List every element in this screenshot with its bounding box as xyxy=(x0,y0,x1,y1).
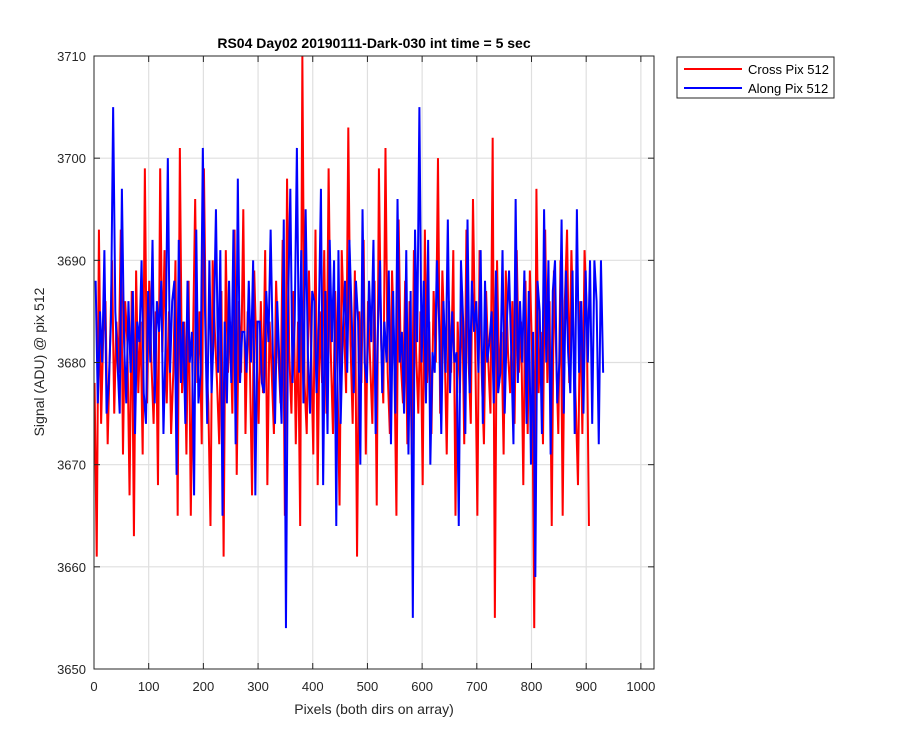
legend-label-cross: Cross Pix 512 xyxy=(748,62,829,77)
legend: Cross Pix 512 Along Pix 512 xyxy=(676,56,835,99)
series-layer xyxy=(93,55,605,629)
x-tick-label: 800 xyxy=(521,679,543,694)
x-tick-label: 0 xyxy=(90,679,97,694)
x-tick-label: 400 xyxy=(302,679,324,694)
legend-box xyxy=(676,56,835,99)
y-tick-label: 3680 xyxy=(57,356,86,371)
x-tick-label: 200 xyxy=(193,679,215,694)
y-tick-labels: 3650 3660 3670 3680 3690 3700 3710 xyxy=(57,49,86,677)
y-tick-label: 3690 xyxy=(57,253,86,268)
x-tick-label: 1000 xyxy=(626,679,655,694)
series-line-along-pix-512 xyxy=(94,107,605,629)
x-tick-label: 500 xyxy=(357,679,379,694)
axis-ticks xyxy=(93,55,654,670)
chart-title: RS04 Day02 20190111-Dark-030 int time = … xyxy=(217,35,530,51)
x-tick-label: 100 xyxy=(138,679,160,694)
legend-label-along: Along Pix 512 xyxy=(748,81,828,96)
y-tick-label: 3700 xyxy=(57,151,86,166)
x-tick-label: 300 xyxy=(247,679,269,694)
y-tick-label: 3710 xyxy=(57,49,86,64)
x-tick-label: 700 xyxy=(466,679,488,694)
y-tick-label: 3670 xyxy=(57,458,86,473)
y-tick-label: 3660 xyxy=(57,560,86,575)
y-axis-label: Signal (ADU) @ pix 512 xyxy=(31,287,47,436)
y-tick-label: 3650 xyxy=(57,662,86,677)
x-axis-label: Pixels (both dirs on array) xyxy=(294,701,454,717)
x-tick-labels: 0 100 200 300 400 500 600 700 800 900 1000 xyxy=(90,679,655,694)
x-tick-label: 600 xyxy=(411,679,433,694)
x-tick-label: 900 xyxy=(575,679,597,694)
